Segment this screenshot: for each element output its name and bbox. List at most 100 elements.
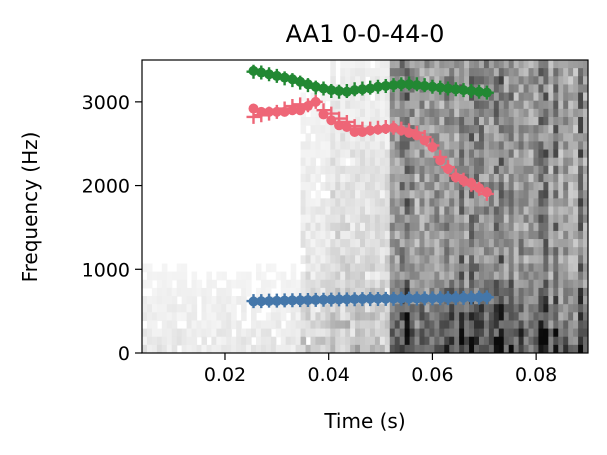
spectrogram-cell xyxy=(548,76,554,86)
spectrogram-cell xyxy=(533,230,540,240)
spectrogram-cell xyxy=(384,108,391,118)
spectrogram-cell xyxy=(211,296,217,305)
spectrogram-cell xyxy=(573,336,579,346)
spectrogram-cell xyxy=(389,92,396,102)
spectrogram-cell xyxy=(558,247,564,256)
spectrogram-cell xyxy=(483,279,490,289)
spectrogram-cell xyxy=(528,165,535,175)
spectrogram-cell xyxy=(340,157,346,167)
spectrogram-cell xyxy=(360,247,366,256)
spectrogram-cell xyxy=(573,296,579,305)
spectrogram-cell xyxy=(374,263,381,273)
spectrogram-cell xyxy=(434,263,440,273)
spectrogram-cell xyxy=(478,263,485,273)
spectrogram-cell xyxy=(241,328,247,338)
spectrogram-cell xyxy=(478,214,485,224)
spectrogram-cell xyxy=(488,320,495,330)
spectrogram-cell xyxy=(548,125,554,134)
spectrogram-cell xyxy=(345,320,351,330)
spectrogram-cell xyxy=(335,214,341,224)
spectrogram-cell xyxy=(478,165,485,175)
spectrogram-cell xyxy=(528,312,535,322)
spectrogram-cell xyxy=(503,279,510,289)
spectrogram-cell xyxy=(563,60,569,69)
spectrogram-cell xyxy=(330,125,336,134)
spectrogram-cell xyxy=(449,247,455,256)
spectrogram-cell xyxy=(503,222,510,232)
spectrogram-cell xyxy=(548,320,554,330)
spectrogram-cell xyxy=(419,263,426,273)
spectrogram-cell xyxy=(538,206,544,216)
spectrogram-cell xyxy=(365,271,371,281)
spectrogram-cell xyxy=(424,60,431,69)
spectrogram-cell xyxy=(508,68,515,77)
spectrogram-cell xyxy=(206,344,212,353)
spectrogram-cell xyxy=(389,239,396,248)
spectrogram-cell xyxy=(444,214,450,224)
spectrogram-cell xyxy=(369,279,376,289)
spectrogram-cell xyxy=(538,320,544,330)
spectrogram-cell xyxy=(533,239,540,248)
spectrogram-cell xyxy=(181,304,188,313)
spectrogram-cell xyxy=(290,312,297,322)
spectrogram-cell xyxy=(419,92,426,102)
spectrogram-cell xyxy=(335,336,341,346)
spectrogram-cell xyxy=(201,287,208,297)
spectrogram-cell xyxy=(315,247,321,256)
spectrogram-cell xyxy=(469,133,475,142)
spectrogram-cell xyxy=(345,279,351,289)
spectrogram-cell xyxy=(498,84,505,94)
spectrogram-cell xyxy=(508,271,515,281)
spectrogram-cell xyxy=(483,198,490,208)
spectrogram-cell xyxy=(419,68,426,77)
spectrogram-cell xyxy=(459,287,465,297)
spectrogram-cell xyxy=(360,344,366,353)
spectrogram-cell xyxy=(206,271,212,281)
spectrogram-cell xyxy=(399,239,406,248)
spectrogram-cell xyxy=(374,255,381,265)
spectrogram-cell xyxy=(360,263,366,273)
spectrogram-cell xyxy=(360,116,366,126)
spectrogram-cell xyxy=(558,157,564,167)
spectrogram-cell xyxy=(573,100,579,110)
spectrogram-cell xyxy=(444,92,450,102)
spectrogram-cell xyxy=(454,60,460,69)
spectrogram-cell xyxy=(355,198,361,208)
spectrogram-cell xyxy=(419,344,426,353)
spectrogram-cell xyxy=(414,173,421,183)
spectrogram-cell xyxy=(459,141,465,151)
spectrogram-cell xyxy=(315,304,321,313)
spectrogram-cell xyxy=(543,344,549,353)
spectrogram-cell xyxy=(478,271,485,281)
spectrogram-cell xyxy=(191,344,198,353)
spectrogram-cell xyxy=(533,84,540,94)
spectrogram-cell xyxy=(488,76,495,86)
spectrogram-cell xyxy=(434,344,440,353)
spectrogram-cell xyxy=(434,247,440,256)
spectrogram-cell xyxy=(379,230,386,240)
spectrogram-cell xyxy=(335,100,341,110)
spectrogram-cell xyxy=(583,141,588,151)
spectrogram-cell xyxy=(384,76,391,86)
spectrogram-cell xyxy=(503,230,510,240)
spectrogram-cell xyxy=(493,344,500,353)
spectrogram-cell xyxy=(310,320,317,330)
spectrogram-cell xyxy=(474,60,480,69)
spectrogram-cell xyxy=(518,173,525,183)
spectrogram-cell xyxy=(464,108,470,118)
spectrogram-cell xyxy=(563,182,569,191)
spectrogram-cell xyxy=(474,312,480,322)
spectrogram-cell xyxy=(573,190,579,199)
spectrogram-cell xyxy=(553,296,559,305)
spectrogram-cell xyxy=(350,100,356,110)
y-tick-label: 2000 xyxy=(82,176,130,198)
spectrogram-cell xyxy=(355,206,361,216)
spectrogram-cell xyxy=(330,198,336,208)
spectrogram-cell xyxy=(459,100,465,110)
spectrogram-cell xyxy=(493,116,500,126)
spectrogram-cell xyxy=(503,60,510,69)
spectrogram-cell xyxy=(548,68,554,77)
spectrogram-cell xyxy=(409,116,416,126)
spectrogram-cell xyxy=(399,60,406,69)
spectrogram-cell xyxy=(583,255,588,265)
